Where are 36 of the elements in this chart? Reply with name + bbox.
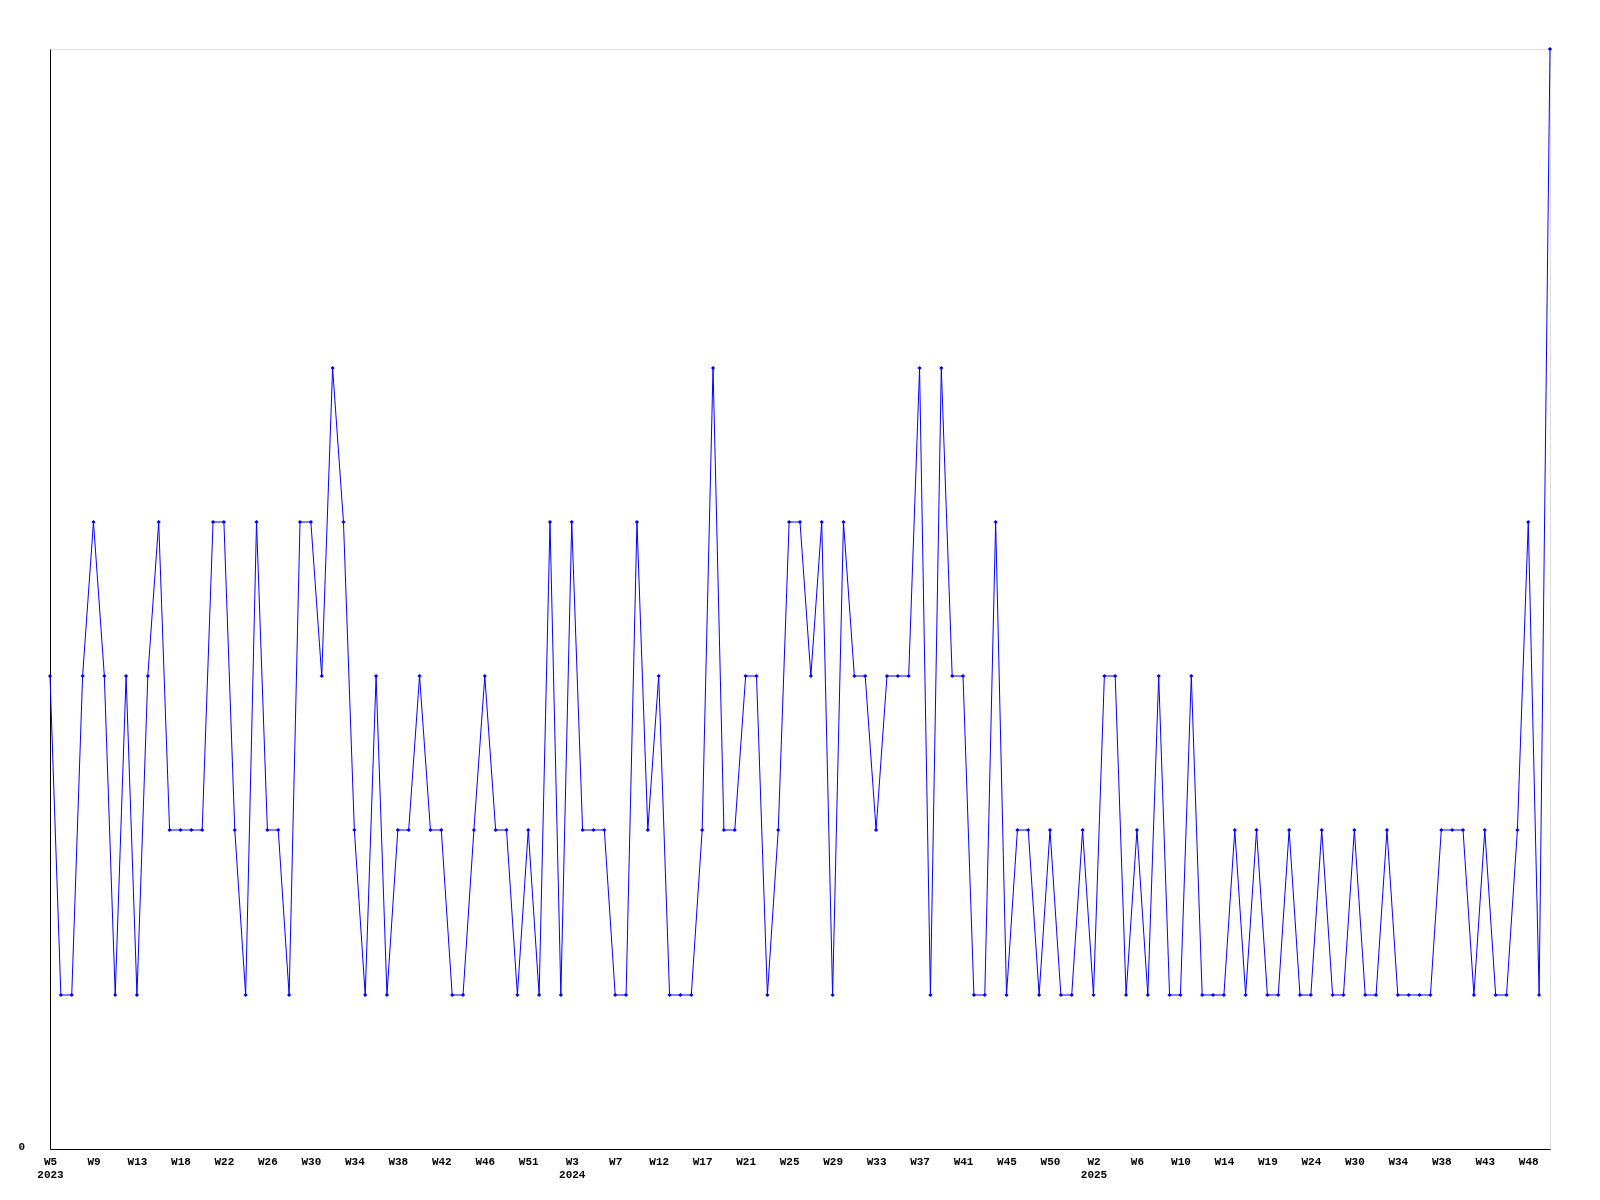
x-tick-label: W18 xyxy=(171,1155,192,1168)
x-tick-label: W2 2025 xyxy=(1080,1155,1108,1181)
x-tick-label: W30 xyxy=(1344,1155,1365,1168)
x-tick-label: W25 xyxy=(779,1155,800,1168)
x-tick-label: W34 xyxy=(1388,1155,1409,1168)
x-tick-label: W42 xyxy=(431,1155,452,1168)
x-tick-label: W12 xyxy=(649,1155,670,1168)
x-tick-label: W29 xyxy=(823,1155,844,1168)
x-tick-label: W17 xyxy=(692,1155,713,1168)
x-tick-label: W10 xyxy=(1171,1155,1191,1168)
x-tick-label: W26 xyxy=(257,1155,278,1168)
x-tick-label: W45 xyxy=(997,1155,1018,1168)
x-tick-label: W21 xyxy=(736,1155,757,1168)
x-tick-label: W3 2024 xyxy=(559,1155,586,1181)
text: 0 xyxy=(18,1141,25,1153)
x-tick-label: W34 xyxy=(344,1155,366,1168)
x-tick-label: W37 xyxy=(910,1155,930,1168)
x-tick-label: W43 xyxy=(1475,1155,1496,1168)
x-tick-label: W22 xyxy=(214,1155,235,1168)
x-tick-label: W46 xyxy=(475,1155,496,1168)
x-tick-label: W7 xyxy=(609,1155,623,1168)
x-tick-label: W50 xyxy=(1040,1155,1061,1168)
x-tick-label: W33 xyxy=(866,1155,887,1168)
x-tick-label: W38 xyxy=(388,1155,409,1168)
x-tick-label: W48 xyxy=(1518,1155,1540,1168)
x-tick-label: W30 xyxy=(301,1155,322,1168)
x-tick-label: W24 xyxy=(1301,1155,1322,1168)
x-tick-label: W5 2023 xyxy=(37,1155,65,1181)
x-tick-label: W13 xyxy=(127,1155,148,1168)
x-tick-label: W6 xyxy=(1130,1155,1145,1168)
x-tick-label: W14 xyxy=(1214,1155,1235,1168)
x-tick-label: W38 xyxy=(1431,1155,1453,1168)
x-tick-label: W19 xyxy=(1257,1155,1278,1168)
x-tick-label: W41 xyxy=(953,1155,974,1168)
x-tick-label: W9 xyxy=(87,1155,101,1168)
x-tick-label: W51 xyxy=(518,1155,540,1168)
